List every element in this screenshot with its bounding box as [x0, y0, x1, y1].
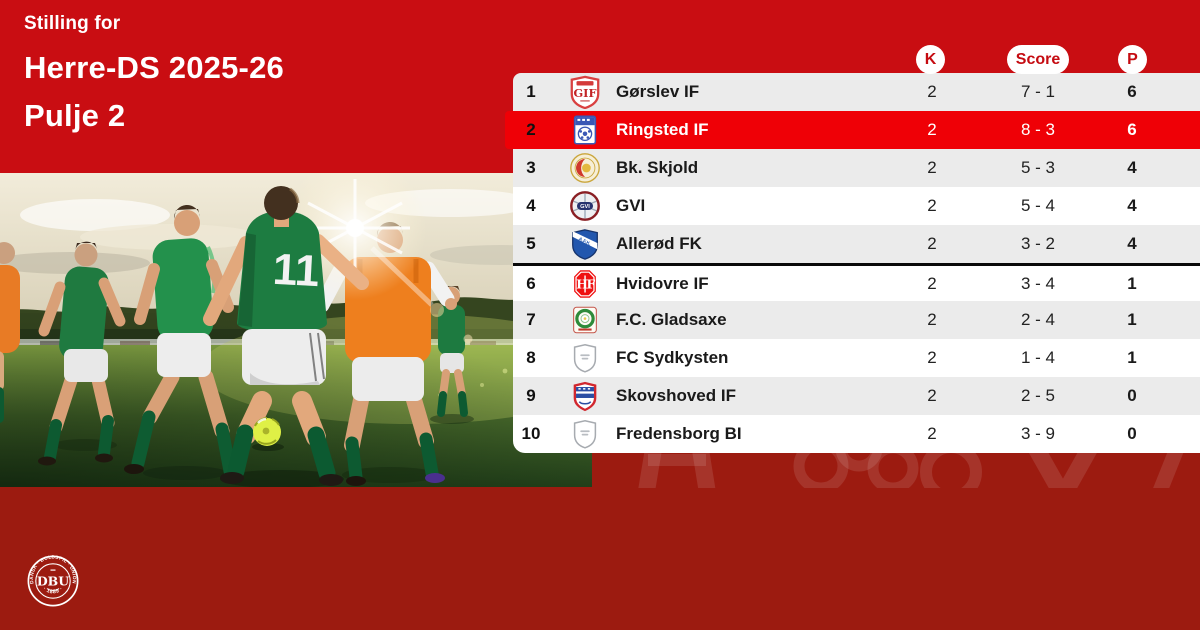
points-value: 6	[1127, 82, 1137, 101]
matches-played-value: 2	[927, 234, 937, 253]
standings-table: 1 Gørslev IF 2 7 - 1 6 2 Ringsted IF 2 8…	[505, 73, 1200, 453]
table-row: 6 Hvidovre IF 2 3 - 4 1	[513, 263, 1200, 301]
points-value: 0	[1127, 386, 1137, 405]
goal-score-value: 2 - 5	[1020, 386, 1056, 405]
column-header-matches: K	[916, 45, 945, 74]
matches-played-value: 2	[927, 310, 937, 329]
position-number: 6	[526, 274, 536, 293]
club-crest-icon	[568, 267, 602, 301]
points-value: 1	[1127, 348, 1137, 367]
team-name: Ringsted IF	[616, 120, 709, 139]
club-crest-icon	[568, 113, 602, 147]
eyebrow-label: Stilling for	[24, 13, 121, 34]
svg-text:11: 11	[272, 245, 321, 296]
player-left-strider	[124, 204, 243, 482]
club-crest-icon	[568, 417, 602, 451]
matches-played-value: 2	[927, 120, 937, 139]
matches-played-value: 2	[927, 158, 937, 177]
player-main-number-11: 11	[203, 186, 369, 487]
page-title-line1: Herre-DS 2025-26	[24, 50, 284, 85]
goal-score-value: 3 - 4	[1020, 274, 1056, 293]
goal-score-value: 5 - 3	[1020, 158, 1056, 177]
match-photo: 11	[0, 173, 592, 487]
matches-played-value: 2	[927, 348, 937, 367]
matches-played-value: 2	[927, 82, 937, 101]
dbu-logo: DANSK · BOLDSPIL · UNION · 1889 · DBU	[27, 555, 79, 607]
club-crest-icon	[568, 189, 602, 223]
points-value: 4	[1127, 196, 1137, 215]
team-name: Bk. Skjold	[616, 158, 699, 177]
goal-score-value: 5 - 4	[1020, 196, 1056, 215]
player-left-runner	[38, 241, 126, 466]
points-value: 4	[1127, 234, 1137, 253]
table-row: 1 Gørslev IF 2 7 - 1 6	[513, 73, 1200, 111]
team-name: Fredensborg BI	[616, 424, 742, 443]
goal-score-value: 8 - 3	[1020, 120, 1056, 139]
team-name: F.C. Gladsaxe	[616, 310, 727, 329]
seal-dbu-text: DBU	[37, 574, 69, 589]
table-row: 5 Allerød FK 2 3 - 2 4	[513, 225, 1200, 263]
club-crest-icon	[568, 75, 602, 109]
goal-score-value: 3 - 2	[1020, 234, 1056, 253]
position-number: 5	[526, 234, 536, 253]
points-value: 4	[1127, 158, 1137, 177]
goal-score-value: 2 - 4	[1020, 310, 1056, 329]
player-far-right	[430, 286, 474, 424]
position-number: 10	[521, 424, 541, 443]
team-name: FC Sydkysten	[616, 348, 729, 367]
club-crest-icon	[568, 303, 602, 337]
page-title-line2: Pulje 2	[24, 98, 126, 133]
points-value: 0	[1127, 424, 1137, 443]
team-name: Hvidovre IF	[616, 274, 709, 293]
matches-played-value: 2	[927, 424, 937, 443]
points-value: 1	[1127, 310, 1137, 329]
football	[252, 417, 284, 451]
position-number: 8	[526, 348, 536, 367]
position-number: 4	[526, 196, 536, 215]
goal-score-value: 7 - 1	[1020, 82, 1056, 101]
club-crest-icon	[568, 341, 602, 375]
club-crest-icon	[568, 151, 602, 185]
goal-score-value: 1 - 4	[1020, 348, 1056, 367]
position-number: 1	[526, 82, 536, 101]
goal-score-value: 3 - 9	[1020, 424, 1056, 443]
team-name: GVI	[616, 196, 646, 215]
position-number: 7	[526, 310, 536, 329]
club-crest-icon	[568, 379, 602, 413]
column-header-points: P	[1118, 45, 1147, 74]
position-number: 2	[526, 120, 536, 139]
position-number: 3	[526, 158, 536, 177]
table-row: 2 Ringsted IF 2 8 - 3 6	[505, 111, 1200, 149]
table-row: 3 Bk. Skjold 2 5 - 3 4	[513, 149, 1200, 187]
matches-played-value: 2	[927, 196, 937, 215]
matches-played-value: 2	[927, 386, 937, 405]
matches-played-value: 2	[927, 274, 937, 293]
table-row: 8 FC Sydkysten 2 1 - 4 1	[513, 339, 1200, 377]
team-name: Gørslev IF	[616, 82, 700, 101]
dbu-watermark-icon	[638, 452, 1184, 488]
position-number: 9	[526, 386, 536, 405]
team-name: Skovshoved IF	[616, 386, 736, 405]
table-row: 7 F.C. Gladsaxe 2 2 - 4 1	[513, 301, 1200, 339]
points-value: 6	[1127, 120, 1137, 139]
table-row: 10 Fredensborg BI 2 3 - 9 0	[513, 415, 1200, 453]
title-block: Stilling for Herre-DS 2025-26 Pulje 2	[24, 13, 284, 140]
table-row: 9 Skovshoved IF 2 2 - 5 0	[513, 377, 1200, 415]
column-header-score: Score	[1007, 45, 1069, 74]
team-name: Allerød FK	[616, 234, 702, 253]
table-row: 4 GVI 2 5 - 4 4	[513, 187, 1200, 225]
player-far-left	[0, 242, 20, 423]
points-value: 1	[1127, 274, 1137, 293]
club-crest-icon	[568, 227, 602, 261]
